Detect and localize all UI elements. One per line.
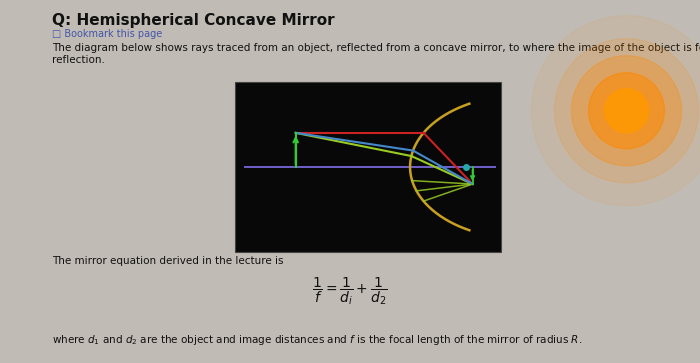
Text: $\dfrac{1}{f}=\dfrac{1}{d_i}+\dfrac{1}{d_2}$: $\dfrac{1}{f}=\dfrac{1}{d_i}+\dfrac{1}{d… — [312, 275, 388, 307]
Circle shape — [571, 56, 682, 166]
Text: Q: Hemispherical Concave Mirror: Q: Hemispherical Concave Mirror — [52, 13, 335, 28]
Circle shape — [531, 16, 700, 206]
Circle shape — [605, 89, 648, 133]
Bar — [234, 82, 500, 252]
Text: where $d_1$ and $d_2$ are the object and image distances and $f$ is the focal le: where $d_1$ and $d_2$ are the object and… — [52, 333, 582, 347]
Circle shape — [589, 73, 664, 149]
Text: □ Bookmark this page: □ Bookmark this page — [52, 29, 162, 39]
Circle shape — [554, 39, 699, 183]
Text: The mirror equation derived in the lecture is: The mirror equation derived in the lectu… — [52, 256, 284, 266]
Text: reflection.: reflection. — [52, 55, 105, 65]
Text: The diagram below shows rays traced from an object, reflected from a concave mir: The diagram below shows rays traced from… — [52, 43, 700, 53]
